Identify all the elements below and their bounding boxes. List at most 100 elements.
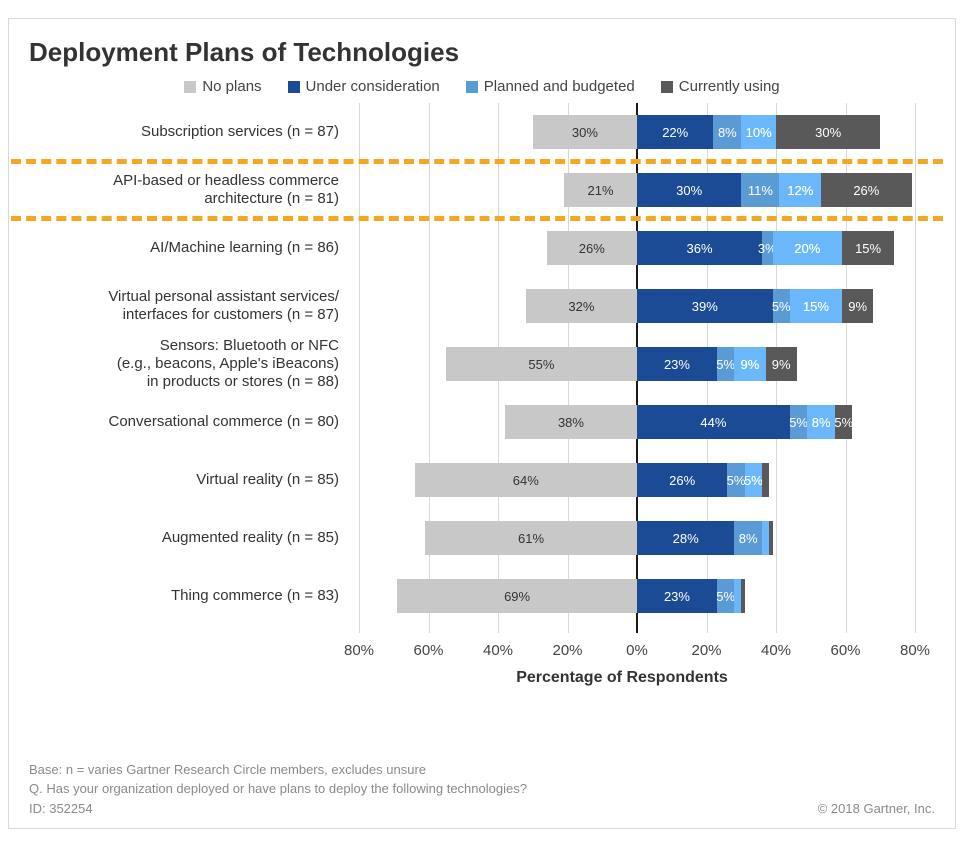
bar-segment-label: 10% bbox=[746, 125, 772, 140]
bar-segment: 10% bbox=[741, 115, 776, 149]
bar-segment-label: 11% bbox=[748, 183, 773, 198]
bar-row: 38%44%5%8%5% bbox=[359, 405, 915, 439]
bar-segment: 30% bbox=[776, 115, 880, 149]
bar-segment-label: 5% bbox=[716, 357, 735, 372]
bar-segment-label: 44% bbox=[700, 415, 726, 430]
category-label: Augmented reality (n = 85) bbox=[29, 515, 349, 561]
legend-item: Planned and budgeted bbox=[466, 78, 635, 95]
bar-segment: 23% bbox=[637, 579, 717, 613]
legend-item: Currently using bbox=[661, 78, 780, 95]
bar-segment-label: 26% bbox=[853, 183, 879, 198]
bar-segment-label: 36% bbox=[687, 241, 713, 256]
x-tick-label: 20% bbox=[552, 642, 582, 659]
legend-item: Under consideration bbox=[288, 78, 440, 95]
bar-segment-label: 20% bbox=[794, 241, 820, 256]
bar-segment: 36% bbox=[637, 231, 762, 265]
bar-segment-label: 5% bbox=[716, 589, 735, 604]
bar-segment-label: 69% bbox=[504, 589, 530, 604]
bar-segment: 55% bbox=[446, 347, 637, 381]
bar-segment: 12% bbox=[779, 173, 821, 207]
bar-segment: 26% bbox=[547, 231, 637, 265]
footer-notes: Base: n = varies Gartner Research Circle… bbox=[29, 760, 527, 819]
bar-row: 61% 28% 8% bbox=[359, 521, 915, 555]
page-container: Deployment Plans of Technologies No plan… bbox=[0, 0, 974, 847]
bar-segment: 5% bbox=[717, 579, 734, 613]
bar-segment: 15% bbox=[790, 289, 842, 323]
bar-segment: 8% bbox=[734, 521, 762, 555]
bar-segment: 8% bbox=[713, 115, 741, 149]
bar-segment-label: 38% bbox=[558, 415, 584, 430]
category-label: Virtual personal assistant services/inte… bbox=[29, 283, 349, 329]
x-tick-label: 0% bbox=[626, 642, 648, 659]
category-label: AI/Machine learning (n = 86) bbox=[29, 225, 349, 271]
bar-segment-label: 61% bbox=[518, 531, 544, 546]
footer-question: Q. Has your organization deployed or hav… bbox=[29, 779, 527, 799]
bar-segment: 5% bbox=[773, 289, 790, 323]
category-label: Sensors: Bluetooth or NFC(e.g., beacons,… bbox=[29, 341, 349, 387]
legend-label: Under consideration bbox=[306, 78, 440, 95]
bar-segment: 30% bbox=[637, 173, 741, 207]
bar-segment: 26% bbox=[637, 463, 727, 497]
bar-segment-label: 8% bbox=[718, 125, 737, 140]
x-axis-label: Percentage of Respondents bbox=[516, 669, 728, 687]
legend-item: No plans bbox=[184, 78, 261, 95]
bar-segment: 28% bbox=[637, 521, 734, 555]
bar-segment-label: 9% bbox=[848, 299, 867, 314]
bar-segment-label: 5% bbox=[727, 473, 746, 488]
bar-segment: 20% bbox=[773, 231, 843, 265]
bar-segment: 30% bbox=[533, 115, 637, 149]
bar-segment-label: 8% bbox=[739, 531, 758, 546]
x-tick-label: 80% bbox=[344, 642, 374, 659]
bar-row: 32% 39% 5% 15% 9% bbox=[359, 289, 915, 323]
x-tick-label: 20% bbox=[691, 642, 721, 659]
bar-segment-label: 5% bbox=[744, 473, 763, 488]
bar-row: 64%26%5%5% bbox=[359, 463, 915, 497]
bar-segment-label: 23% bbox=[664, 589, 690, 604]
bar-segment bbox=[762, 521, 769, 555]
bar-segment: 11% bbox=[741, 173, 779, 207]
bar-segment: 39% bbox=[637, 289, 773, 323]
bar-segment bbox=[762, 463, 769, 497]
bar-segment: 23% bbox=[637, 347, 717, 381]
bar-segment-label: 22% bbox=[662, 125, 688, 140]
bar-segment bbox=[741, 579, 744, 613]
bar-segment-label: 55% bbox=[528, 357, 554, 372]
category-label: Virtual reality (n = 85) bbox=[29, 457, 349, 503]
footer-id: ID: 352254 bbox=[29, 799, 527, 819]
legend-swatch bbox=[466, 81, 478, 93]
bar-segment-label: 12% bbox=[787, 183, 813, 198]
bar-segment: 9% bbox=[734, 347, 765, 381]
x-tick-label: 80% bbox=[900, 642, 930, 659]
bar-segment-label: 15% bbox=[803, 299, 829, 314]
bar-row: 69% 23% 5% bbox=[359, 579, 915, 613]
bar-segment: 15% bbox=[842, 231, 894, 265]
bar-segment: 61% bbox=[425, 521, 637, 555]
footer-copyright: © 2018 Gartner, Inc. bbox=[818, 799, 935, 819]
bar-segment-label: 5% bbox=[772, 299, 791, 314]
bar-segment: 69% bbox=[397, 579, 637, 613]
bar-segment-label: 28% bbox=[673, 531, 699, 546]
bar-segment: 5% bbox=[717, 347, 734, 381]
bar-segment: 64% bbox=[415, 463, 637, 497]
bar-segment bbox=[769, 521, 772, 555]
x-tick-label: 60% bbox=[413, 642, 443, 659]
bar-row: 21%30% 11% 12% 26% bbox=[359, 173, 915, 207]
chart-card: Deployment Plans of Technologies No plan… bbox=[8, 18, 956, 829]
bar-segment: 32% bbox=[526, 289, 637, 323]
bar-segment: 8% bbox=[807, 405, 835, 439]
category-label: Conversational commerce (n = 80) bbox=[29, 399, 349, 445]
legend-swatch bbox=[661, 81, 673, 93]
bar-segment bbox=[734, 579, 741, 613]
x-tick-label: 40% bbox=[761, 642, 791, 659]
bar-segment-label: 5% bbox=[834, 415, 853, 430]
bar-segment: 9% bbox=[766, 347, 797, 381]
legend-swatch bbox=[288, 81, 300, 93]
bar-segment: 5% bbox=[745, 463, 762, 497]
bar-segment-label: 39% bbox=[692, 299, 718, 314]
bar-segment-label: 9% bbox=[772, 357, 791, 372]
legend-label: No plans bbox=[202, 78, 261, 95]
bar-segment: 9% bbox=[842, 289, 873, 323]
bar-segment-label: 32% bbox=[568, 299, 594, 314]
legend: No plans Under consideration Planned and b… bbox=[29, 78, 935, 95]
bar-segment: 21% bbox=[564, 173, 637, 207]
